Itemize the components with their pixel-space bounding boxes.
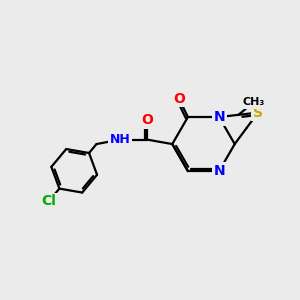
Text: N: N [213,110,225,124]
Text: NH: NH [110,133,131,146]
Text: Cl: Cl [41,194,56,208]
Text: O: O [173,92,185,106]
Text: CH₃: CH₃ [242,98,265,107]
Text: O: O [141,113,153,127]
Text: N: N [213,164,225,178]
Text: S: S [253,106,263,120]
